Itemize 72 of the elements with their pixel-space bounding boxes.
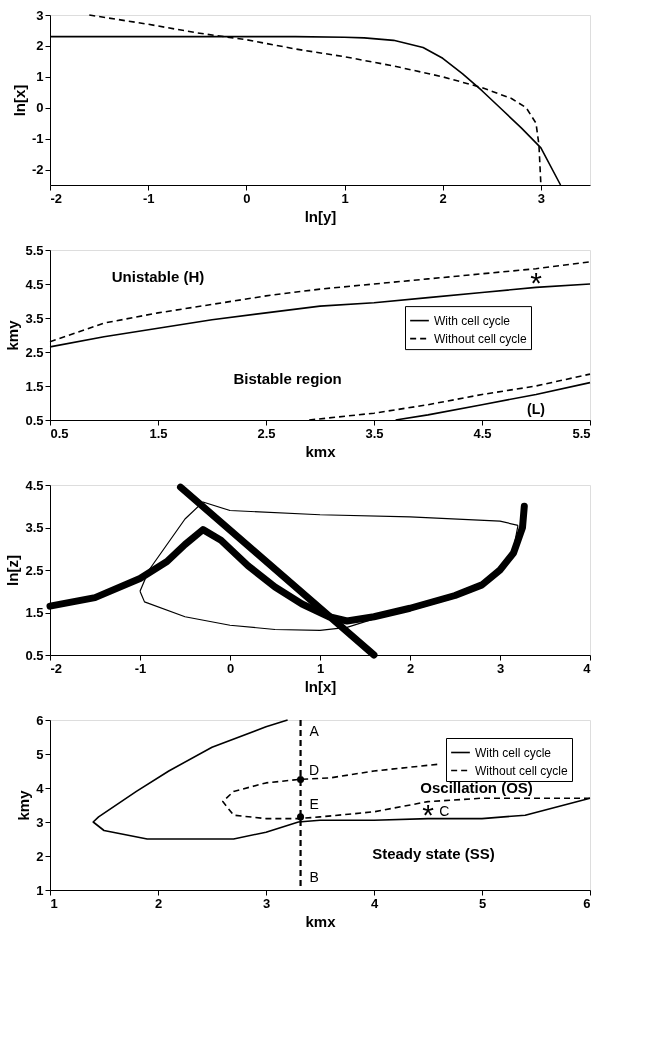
y-tick-label: 2 xyxy=(36,38,44,54)
x-tick-label: 3 xyxy=(496,660,505,676)
x-tick-label: 6 xyxy=(583,895,591,911)
y-tick-label: 4 xyxy=(36,780,45,796)
x-tick-label: 2.5 xyxy=(257,425,276,441)
y-tick-label: 2.5 xyxy=(25,562,44,578)
y-tick-label: 4.5 xyxy=(25,477,44,493)
x-tick-label: 1 xyxy=(316,660,325,676)
annotation: Oscillation (OS) xyxy=(420,779,533,796)
y-tick-label: 1 xyxy=(36,69,44,85)
y-tick-label: 5.5 xyxy=(25,242,44,258)
y-axis-title: ln[x] xyxy=(10,84,28,117)
annotation: * xyxy=(422,798,435,832)
x-tick-label: 2 xyxy=(439,190,447,206)
annotation: * xyxy=(530,265,543,299)
x-tick-label: 1.5 xyxy=(149,425,168,441)
x-tick-label: 0.5 xyxy=(50,425,69,441)
y-tick-label: 1.5 xyxy=(25,378,44,394)
legend-label: Without cell cycle xyxy=(434,331,528,346)
x-axis-title: kmx xyxy=(305,912,337,930)
x-tick-label: 5.5 xyxy=(572,425,591,441)
y-tick-label: 2 xyxy=(36,848,44,864)
x-axis-title: kmx xyxy=(305,442,337,460)
annotation: Unistable (H) xyxy=(111,268,205,286)
y-tick-label: 0.5 xyxy=(25,647,44,663)
x-tick-label: 1 xyxy=(341,190,349,206)
y-tick-label: 3.5 xyxy=(25,520,44,535)
x-tick-label: 4.5 xyxy=(473,425,492,441)
x-tick-label: 0 xyxy=(243,190,251,206)
annotation: E xyxy=(309,796,319,812)
annotation: Steady state (SS) xyxy=(372,845,495,863)
y-axis-title: ln[z] xyxy=(4,555,22,586)
y-axis-title: kmy xyxy=(15,789,33,821)
legend-label: With cell cycle xyxy=(475,745,552,760)
y-axis-title: kmy xyxy=(4,319,22,351)
y-tick-label: 4.5 xyxy=(25,276,44,292)
x-tick-label: 4 xyxy=(583,660,592,676)
y-tick-label: 3.5 xyxy=(25,310,44,326)
x-tick-label: -2 xyxy=(50,660,63,676)
annotation: Bistable region xyxy=(233,370,342,388)
y-tick-label: 5 xyxy=(36,746,44,762)
y-tick-label: 0.5 xyxy=(25,412,44,428)
y-tick-label: -1 xyxy=(31,131,44,147)
y-tick-label: 6 xyxy=(36,712,44,728)
y-tick-label: 0 xyxy=(36,100,44,116)
x-tick-label: 2 xyxy=(406,660,415,676)
y-tick-label: -2 xyxy=(31,162,44,178)
annotation: (L) xyxy=(527,400,545,417)
x-tick-label: 5 xyxy=(478,895,487,911)
x-tick-label: 3 xyxy=(537,190,546,206)
x-axis-title: ln[y] xyxy=(304,207,337,225)
x-tick-label: 3.5 xyxy=(365,425,384,441)
x-tick-label: 3 xyxy=(262,895,271,911)
y-tick-label: 3 xyxy=(36,7,44,23)
annotation: A xyxy=(309,722,320,739)
y-tick-label: 2.5 xyxy=(25,344,44,360)
annotation: B xyxy=(309,869,319,886)
x-tick-label: -1 xyxy=(134,660,147,676)
x-tick-label: 1 xyxy=(50,895,58,911)
legend-label: Without cell cycle xyxy=(475,763,569,778)
annotation: C xyxy=(439,802,450,819)
x-axis-title: ln[x] xyxy=(304,677,337,695)
y-tick-label: 3 xyxy=(36,814,44,830)
x-tick-label: 2 xyxy=(154,895,163,911)
y-tick-label: 1.5 xyxy=(25,605,44,620)
y-tick-label: 1 xyxy=(36,882,44,898)
x-tick-label: -2 xyxy=(50,190,63,206)
annotation: D xyxy=(309,762,320,778)
legend-label: With cell cycle xyxy=(434,313,511,328)
x-tick-label: 0 xyxy=(226,660,235,676)
x-tick-label: 4 xyxy=(370,895,379,911)
x-tick-label: -1 xyxy=(142,190,155,206)
